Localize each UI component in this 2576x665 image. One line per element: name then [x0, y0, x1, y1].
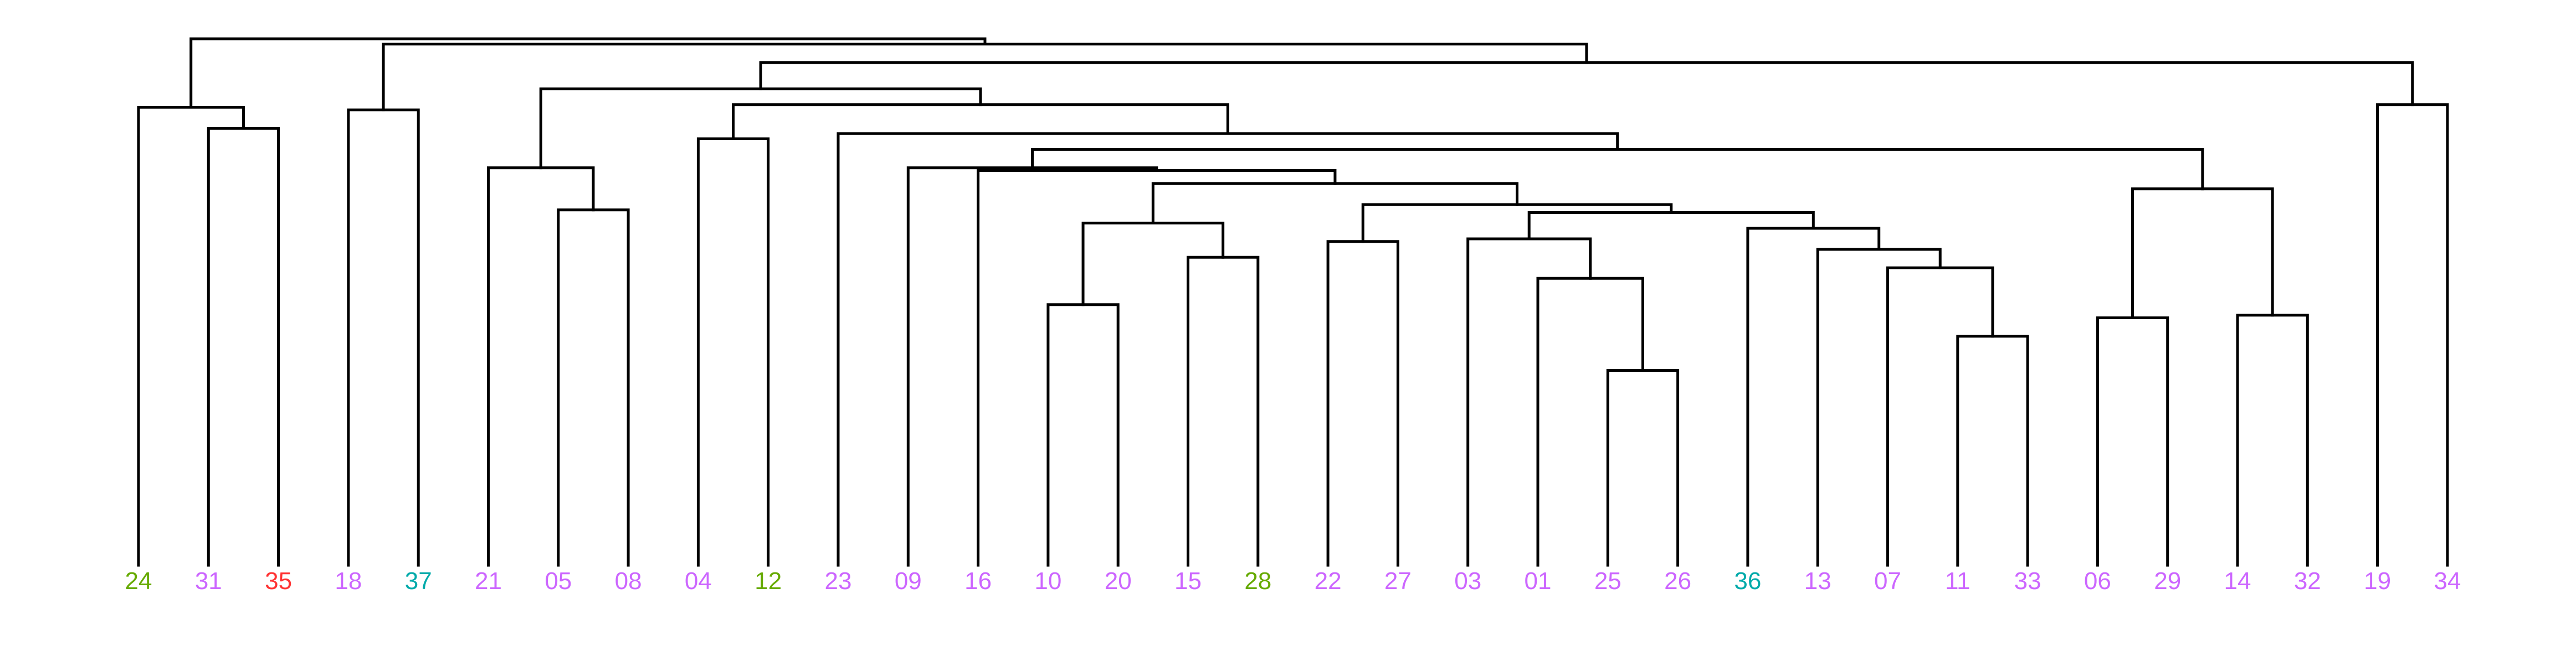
branch-m_16_mid: [977, 169, 1337, 567]
branch-m_06_29: [2096, 316, 2169, 567]
leaf-label-34: 34: [2434, 567, 2461, 595]
branch-m_15_28: [1187, 255, 1260, 567]
leaf-label-01: 01: [1525, 567, 1552, 595]
branch-m_05_08: [557, 208, 630, 567]
branch-m_10_20_15_28: [1081, 222, 1225, 306]
branch-m_31_35: [207, 127, 280, 567]
leaf-label-09: 09: [895, 567, 922, 595]
leaf-label-08: 08: [615, 567, 642, 595]
branch-m_24_31_35: [137, 106, 245, 567]
branch-m_06_29_14_32: [2131, 187, 2274, 319]
leaf-label-05: 05: [545, 567, 572, 595]
branch-m_18_37_inner: [382, 43, 1588, 111]
leaf-label-10: 10: [1034, 567, 1061, 595]
branch-m_14_32: [2236, 314, 2309, 567]
leaf-label-27: 27: [1384, 567, 1412, 595]
leaf-label-06: 06: [2084, 567, 2111, 595]
leaf-label-36: 36: [1734, 567, 1761, 595]
leaf-label-29: 29: [2154, 567, 2181, 595]
leaf-label-21: 21: [475, 567, 502, 595]
leaf-label-18: 18: [335, 567, 362, 595]
leaf-label-07: 07: [1874, 567, 1901, 595]
leaf-label-04: 04: [685, 567, 712, 595]
leaf-label-19: 19: [2364, 567, 2391, 595]
leaf-label-26: 26: [1664, 567, 1691, 595]
branch-m_10_20: [1046, 303, 1120, 567]
leaf-label-03: 03: [1454, 567, 1481, 595]
branch-m_18_37: [347, 108, 420, 567]
branch-m_19_34: [2376, 103, 2449, 567]
branch-m_04_12: [696, 137, 770, 567]
branch-m_22_27_03_36: [1361, 203, 1673, 243]
leaf-label-16: 16: [964, 567, 992, 595]
leaf-label-31: 31: [195, 567, 222, 595]
leaf-label-20: 20: [1105, 567, 1132, 595]
leaf-label-15: 15: [1174, 567, 1202, 595]
leaf-label-37: 37: [405, 567, 432, 595]
leaf-label-33: 33: [2014, 567, 2041, 595]
leaf-label-14: 14: [2224, 567, 2251, 595]
branch-m_11_33: [1956, 335, 2029, 567]
leaf-label-13: 13: [1804, 567, 1831, 595]
leaf-label-23: 23: [825, 567, 852, 595]
leaf-label-28: 28: [1244, 567, 1271, 595]
branch-m_inner_19_34: [759, 61, 2414, 106]
leaf-label-35: 35: [265, 567, 292, 595]
branch-m_03_group_36_group: [1527, 211, 1815, 241]
branch-m_36_group: [1746, 227, 1881, 567]
branch-m_21_block_04_block: [539, 87, 982, 170]
branch-m_21_05_08: [487, 166, 595, 567]
branch-m_07_m_11_33: [1886, 266, 1994, 567]
leaf-label-32: 32: [2294, 567, 2321, 595]
leaf-label-22: 22: [1315, 567, 1342, 595]
branch-m_13_m_07_11_33: [1816, 248, 1942, 567]
leaf-label-25: 25: [1594, 567, 1621, 595]
branch-m_25_26: [1606, 369, 1680, 567]
branch-m_root: [189, 37, 987, 109]
dendrogram-branches: [137, 37, 2449, 567]
branch-m_22_27: [1326, 240, 1399, 567]
leaf-label-11: 11: [1945, 567, 1971, 595]
leaf-label-12: 12: [755, 567, 782, 595]
branch-m_01_m_25_26: [1536, 277, 1644, 567]
branch-m_03_01_25_26: [1466, 237, 1592, 567]
leaf-label-24: 24: [125, 567, 152, 595]
branch-m_23_block: [837, 132, 1619, 567]
leaf-labels: 24 31 35 18 37 21 05 08 04 12 23 09 16 10 20 15 28 22 27 03…: [125, 567, 2461, 595]
